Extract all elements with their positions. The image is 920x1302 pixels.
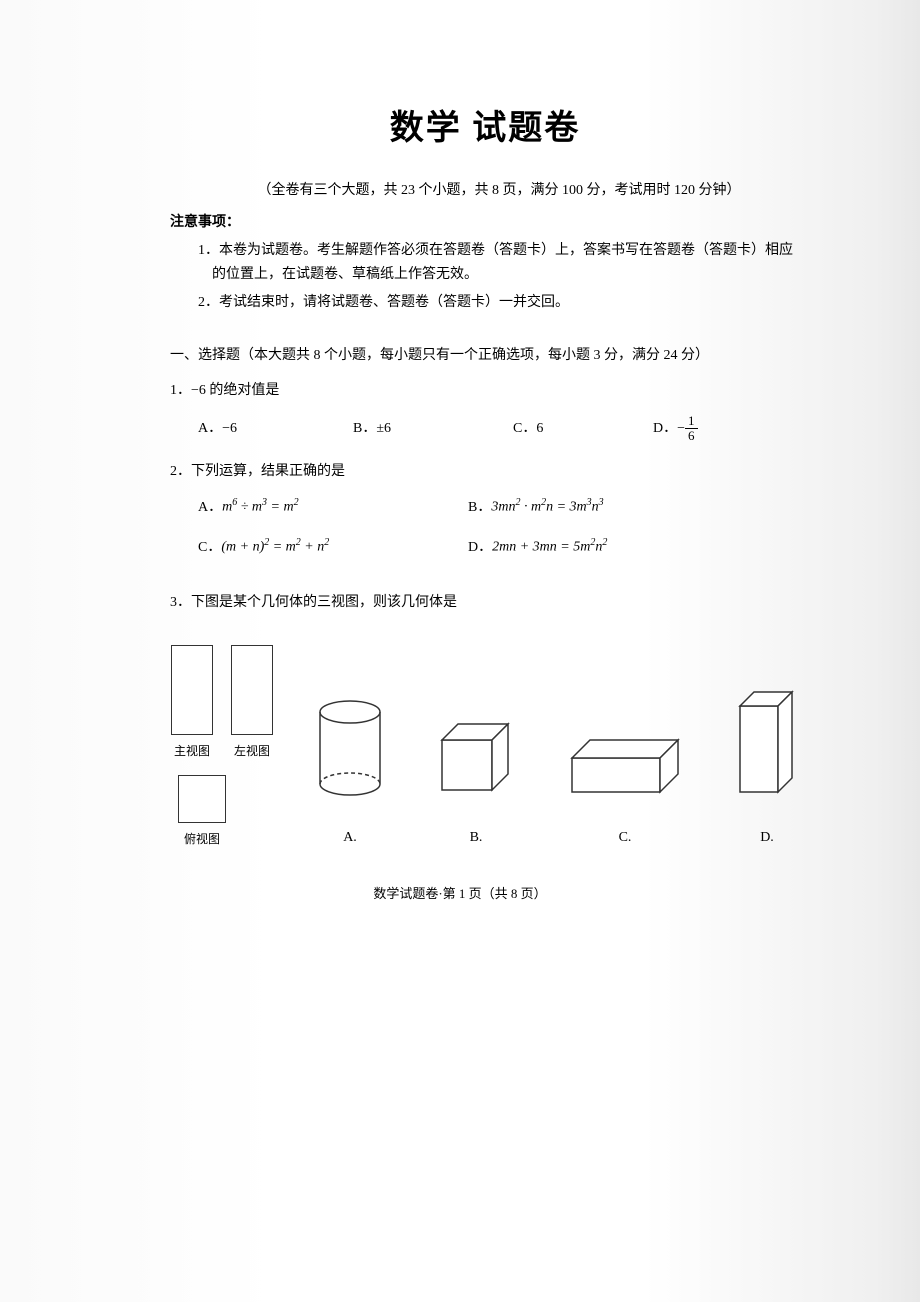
cylinder-icon (314, 698, 386, 798)
front-view: 主视图 (171, 645, 213, 763)
choice-label: D． (468, 535, 492, 560)
q1-choices: A． −6 B． ±6 C． 6 D． − 1 6 (170, 414, 800, 444)
choice-value: ±6 (376, 416, 391, 441)
choice-label: A． (198, 416, 222, 441)
choice-label: B． (353, 416, 376, 441)
front-view-rect (171, 645, 213, 735)
q2-text: 2．下列运算，结果正确的是 (170, 459, 800, 484)
q2-choice-a: A． m6 ÷ m3 = m2 (198, 494, 468, 520)
choice-label: B． (468, 495, 491, 520)
choice-b-cube: B. (436, 718, 516, 850)
choice-label: D． (653, 416, 677, 441)
page-footer: 数学试题卷·第 1 页（共 8 页） (0, 883, 920, 902)
math-expr: (m + n)2 = m2 + n2 (221, 534, 329, 560)
views-bottom-row: 俯视图 (170, 775, 274, 851)
flat-cuboid-icon (566, 734, 684, 798)
top-view: 俯视图 (178, 775, 226, 851)
q2-choice-d: D． 2mn + 3mn = 5m2n2 (468, 534, 738, 560)
three-views: 主视图 左视图 俯视图 (170, 645, 274, 850)
choice-value: −6 (222, 416, 237, 441)
question-3: 3．下图是某个几何体的三视图，则该几何体是 主视图 左视图 俯 (170, 590, 800, 850)
choice-a-cylinder: A. (314, 698, 386, 850)
q1-choice-a: A． −6 (198, 414, 353, 444)
top-view-rect (178, 775, 226, 823)
fraction: 1 6 (685, 414, 698, 444)
left-view-rect (231, 645, 273, 735)
notice-1: 1．本卷为试题卷。考生解题作答必须在答题卷（答题卡）上，答案书写在答题卷（答题卡… (184, 239, 800, 287)
subtitle: （全卷有三个大题，共 23 个小题，共 8 页，满分 100 分，考试用时 12… (170, 179, 800, 199)
choice-label: C． (513, 416, 536, 441)
question-1: 1．−6 的绝对值是 A． −6 B． ±6 C． 6 D． − 1 6 (170, 378, 800, 443)
choice-value: 6 (536, 416, 543, 441)
choice-c-label: C. (566, 825, 684, 850)
math-expr: 2mn + 3mn = 5m2n2 (492, 534, 607, 560)
math-expr: m6 ÷ m3 = m2 (222, 494, 298, 520)
q1-text: 1．−6 的绝对值是 (170, 378, 800, 403)
q2-choices: A． m6 ÷ m3 = m2 B． 3mn2 · m2n = 3m3n3 C．… (170, 494, 800, 574)
top-view-label: 俯视图 (178, 829, 226, 851)
denominator: 6 (685, 429, 698, 443)
choice-b-label: B. (436, 825, 516, 850)
choice-neg: − (677, 416, 685, 441)
q2-choice-b: B． 3mn2 · m2n = 3m3n3 (468, 494, 738, 520)
choice-c-flat-cuboid: C. (566, 734, 684, 850)
numerator: 1 (685, 414, 698, 429)
q3-figures: 主视图 左视图 俯视图 (170, 645, 800, 850)
q3-text: 3．下图是某个几何体的三视图，则该几何体是 (170, 590, 800, 615)
q1-choice-d: D． − 1 6 (653, 414, 763, 444)
exam-page: 数学 试题卷 （全卷有三个大题，共 23 个小题，共 8 页，满分 100 分，… (0, 0, 920, 1302)
q1-choice-b: B． ±6 (353, 414, 513, 444)
q1-choice-c: C． 6 (513, 414, 653, 444)
choice-label: A． (198, 495, 222, 520)
page-title: 数学 试题卷 (170, 100, 800, 149)
tall-cuboid-icon (734, 686, 800, 798)
cube-icon (436, 718, 516, 798)
views-top-row: 主视图 左视图 (170, 645, 274, 763)
section-1-title: 一、选择题（本大题共 8 个小题，每小题只有一个正确选项，每小题 3 分，满分 … (170, 344, 800, 364)
notice-header: 注意事项： (170, 211, 800, 231)
choice-label: C． (198, 535, 221, 560)
choice-d-tall-cuboid: D. (734, 686, 800, 850)
front-view-label: 主视图 (171, 741, 213, 763)
choice-a-label: A. (314, 825, 386, 850)
choice-d-label: D. (734, 825, 800, 850)
q2-choice-c: C． (m + n)2 = m2 + n2 (198, 534, 468, 560)
notice-2: 2．考试结束时，请将试题卷、答题卷（答题卡）一并交回。 (184, 291, 800, 315)
question-2: 2．下列运算，结果正确的是 A． m6 ÷ m3 = m2 B． 3mn2 · … (170, 459, 800, 574)
left-view: 左视图 (231, 645, 273, 763)
solid-choices: A. B. (314, 686, 800, 850)
math-expr: 3mn2 · m2n = 3m3n3 (491, 494, 603, 520)
left-view-label: 左视图 (231, 741, 273, 763)
